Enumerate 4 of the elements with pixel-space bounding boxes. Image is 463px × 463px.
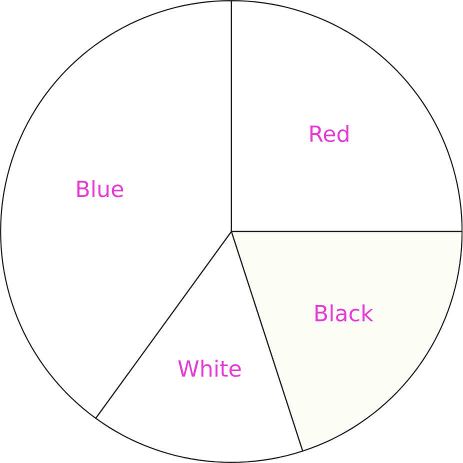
slice-label: White	[178, 360, 241, 377]
slice-label: Blue	[77, 180, 124, 198]
slice-label: Red	[310, 124, 348, 142]
slice-label: Black	[316, 304, 374, 322]
